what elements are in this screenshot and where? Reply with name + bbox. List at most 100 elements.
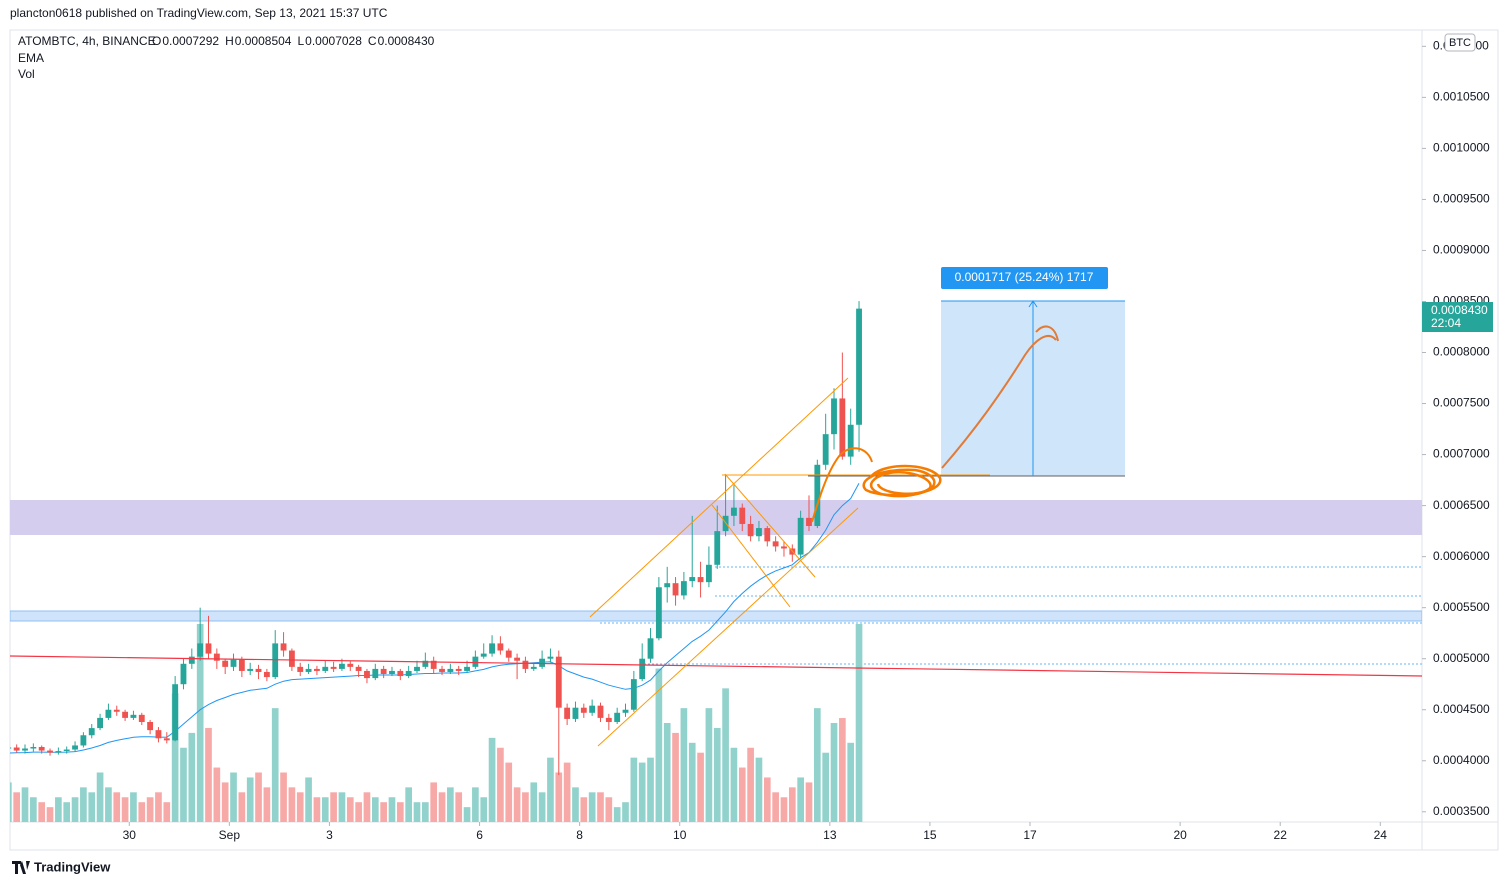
volume-bar [655,668,663,822]
x-tick-label: 6 [476,828,483,842]
volume-bar [396,802,404,822]
volume-bar [722,688,729,822]
ohlc-key: H [225,34,234,48]
candle-body [147,721,154,731]
candle-body [122,711,129,718]
x-tick-label: 17 [1023,828,1037,842]
indicator: EMA [18,51,44,65]
candle-body [305,668,312,672]
volume-bar [155,792,162,822]
volume-bar [747,747,754,822]
candle-body [80,735,87,746]
volume-bar [622,802,629,822]
candle-body [705,564,712,583]
candle-body [163,738,170,741]
volume-bar [822,752,830,822]
volume-bar [71,797,79,822]
volume-layer [10,624,863,822]
candle-body [347,663,354,667]
freehand-circle [862,464,942,498]
freehand [811,447,873,523]
volume-bar [713,727,721,822]
volume-bar [538,792,546,822]
logo-icon [12,861,30,874]
candle-body [30,746,37,749]
volume-bar [755,757,763,822]
candle-body [480,653,487,657]
candle-body [47,750,53,753]
volume-bar [847,742,855,822]
candle-body [405,670,412,677]
volume-bar [705,708,713,822]
header-legend: ATOMBTC, 4h, BINANCE O 0.0007292 H 0.000850… [18,34,435,81]
volume-bar [688,742,696,822]
candle-body [797,517,804,555]
candle-body [113,709,120,712]
candle-body [831,398,837,435]
symbol: ATOMBTC, 4h, BINANCE [18,34,156,48]
volume-bar [638,762,646,822]
candle-body [205,643,212,654]
currency-badge [1444,33,1476,52]
volume-bar [221,782,229,822]
candle-body [213,653,220,661]
volume-bar [555,772,563,822]
candle-body [97,717,103,729]
volume-bar [80,787,87,822]
volume-bar [430,782,438,822]
channel-line [597,507,859,747]
volume-bar [763,777,771,822]
y-tick-label: 0.0007500 [1433,396,1490,410]
candle-body [38,746,45,751]
candle-body [731,507,737,516]
candle-body [847,424,854,457]
candle-body [647,638,654,659]
candle-body [822,434,829,465]
volume-bar [196,624,204,822]
volume-bar [305,777,312,822]
candle-body [430,660,437,669]
volume-bar [296,792,304,822]
candle-body [55,751,62,753]
candle-body [422,660,429,667]
volume-bar [672,732,679,822]
volume-bar [238,792,246,822]
candle-body [364,670,370,679]
candle-body [372,668,379,679]
volume-bar [271,708,279,822]
candle-body [664,583,671,588]
candle-body [72,745,78,750]
volume-bar [38,802,46,822]
volume-bar [313,797,321,822]
flag-line [724,473,816,578]
volume-bar [455,792,463,822]
volume-bar [772,792,779,822]
ohlc-value: 0.0008504 [235,34,292,48]
measure-arrowhead [1028,300,1038,308]
volume-bar [205,727,212,822]
candle-body [455,668,462,671]
volume-bar [588,792,596,822]
candle-body [155,730,162,739]
candle-body [555,656,562,708]
volume-bar [371,797,379,822]
x-tick-label: 22 [1274,828,1288,842]
candle-body [88,728,95,736]
candle-body [330,666,337,669]
volume-bar [447,787,454,822]
footer: TradingView [12,859,111,874]
candle-body [247,668,254,671]
candle-body [622,709,629,713]
candle-body [280,643,287,651]
x-tick-label: 15 [923,828,937,842]
trend-line [10,655,1422,677]
volume-bar [422,802,429,822]
candle-body [297,666,304,672]
volume-bar [413,802,421,822]
candle-body [464,666,470,671]
candle-body [639,658,646,680]
candle-body [839,398,846,457]
candle-body [22,748,28,751]
volume-bar [88,792,96,822]
published-line: plancton0618 published on TradingView.co… [10,6,388,20]
